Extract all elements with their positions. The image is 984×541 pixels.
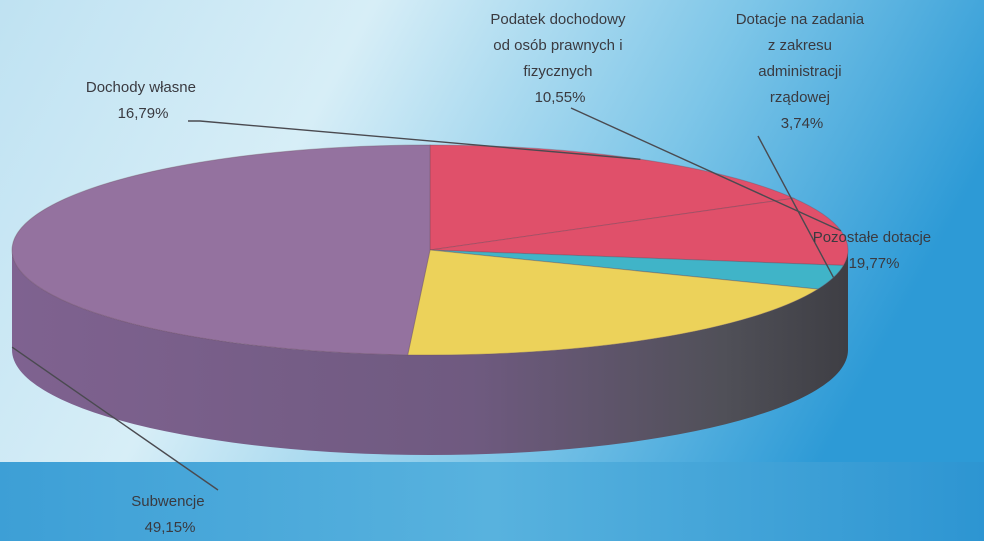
- label-pozostale-dotacje: Pozostałe dotacje 19,77%: [813, 229, 936, 272]
- leader-line-0: [188, 120, 641, 160]
- label-podatek-dochodowy: Podatek dochodowy od osób prawnych i fiz…: [490, 11, 629, 106]
- leader-line-2: [757, 135, 835, 278]
- leader-line-4: [11, 346, 219, 491]
- leader-line-1: [570, 107, 842, 232]
- pie-slice-3: [407, 249, 820, 356]
- leader-lines: [11, 107, 842, 491]
- label-dochody-wlasne: Dochody własne 16,79%: [86, 79, 200, 122]
- pie-slice-4: [11, 144, 431, 356]
- pie-slices: [11, 144, 849, 356]
- bottom-band: [0, 462, 984, 541]
- label-subwencje: Subwencje 49,15%: [131, 493, 209, 536]
- label-dotacje-na-zadania: Dotacje na zadania z zakresu administrac…: [736, 11, 869, 132]
- pie-side-wall: [12, 250, 848, 455]
